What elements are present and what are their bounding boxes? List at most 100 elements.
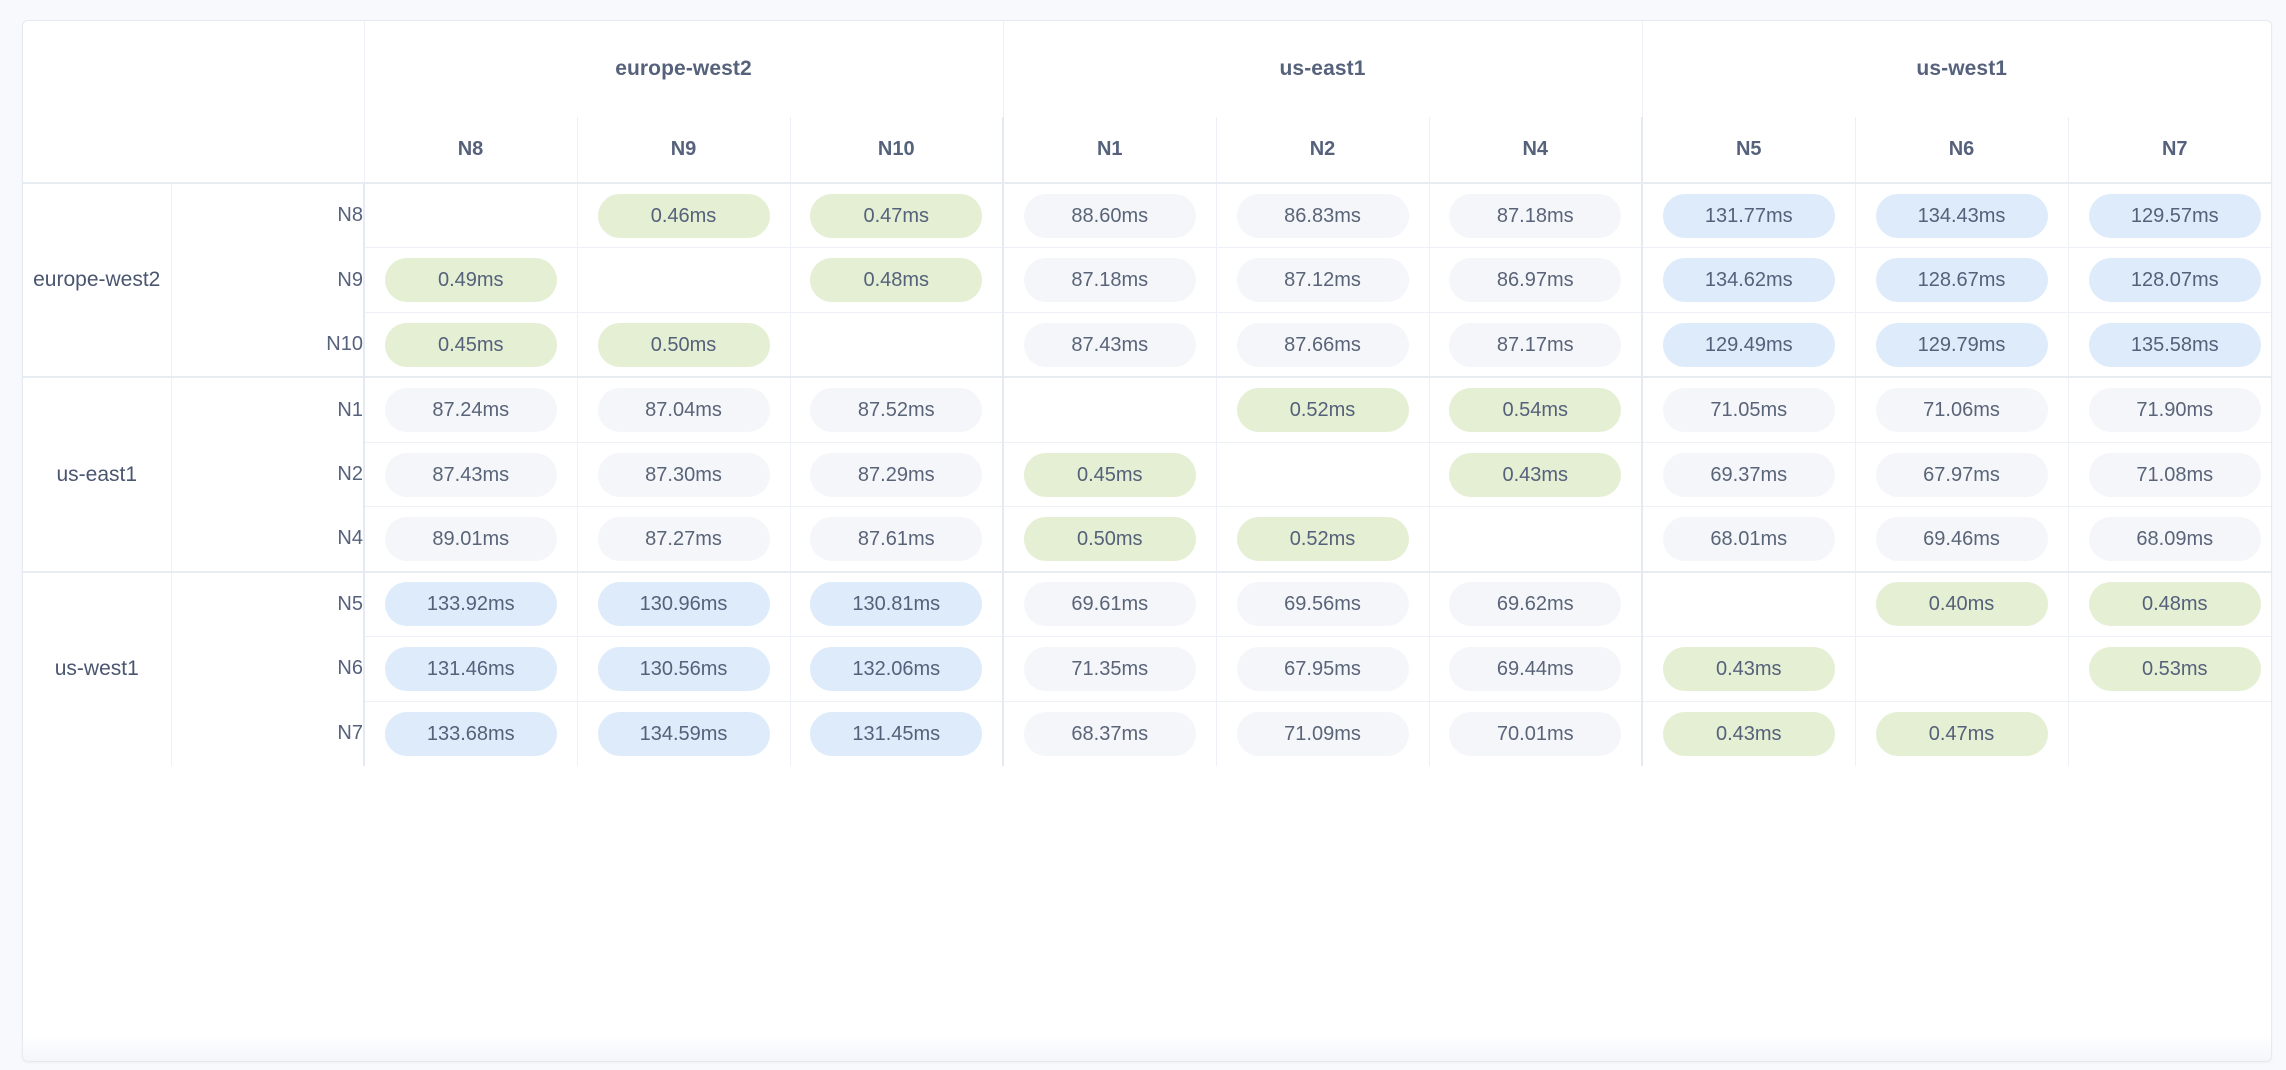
- latency-cell[interactable]: 135.58ms: [2068, 312, 2271, 378]
- latency-cell[interactable]: 69.44ms: [1429, 636, 1644, 702]
- row-group-label-us-east1: us-east1: [23, 376, 172, 572]
- latency-pill-low: 0.52ms: [1236, 388, 1409, 433]
- latency-cell[interactable]: 86.97ms: [1429, 247, 1644, 314]
- latency-pill-mid: 69.56ms: [1236, 582, 1409, 627]
- latency-cell[interactable]: 67.95ms: [1216, 636, 1430, 702]
- latency-cell[interactable]: 131.46ms: [364, 636, 578, 702]
- latency-cell[interactable]: 69.62ms: [1429, 570, 1644, 638]
- latency-cell[interactable]: 87.30ms: [577, 442, 791, 508]
- latency-cell[interactable]: 86.83ms: [1216, 182, 1430, 249]
- latency-cell[interactable]: 0.49ms: [364, 247, 578, 314]
- latency-cell[interactable]: 87.52ms: [790, 376, 1004, 443]
- latency-cell[interactable]: [1855, 636, 2069, 702]
- latency-cell[interactable]: 129.49ms: [1642, 312, 1856, 378]
- latency-cell[interactable]: 87.43ms: [1003, 312, 1217, 378]
- latency-cell[interactable]: 0.43ms: [1642, 701, 1856, 767]
- latency-cell[interactable]: 133.92ms: [364, 570, 578, 638]
- latency-cell[interactable]: 0.48ms: [790, 247, 1004, 314]
- latency-pill-low: 0.45ms: [384, 322, 557, 367]
- latency-pill-high: 134.43ms: [1875, 193, 2048, 238]
- latency-cell[interactable]: 0.50ms: [577, 312, 791, 378]
- latency-cell[interactable]: [1429, 506, 1644, 573]
- latency-cell[interactable]: 0.45ms: [1003, 442, 1217, 508]
- table-row: us-east1 N1 87.24ms 87.04ms 87.52ms 0.52ms 0.5…: [23, 376, 2271, 572]
- latency-cell[interactable]: 129.57ms: [2068, 182, 2271, 249]
- latency-pill-low: 0.48ms: [2088, 582, 2261, 627]
- latency-cell[interactable]: [577, 247, 791, 314]
- latency-cell[interactable]: 134.43ms: [1855, 182, 2069, 249]
- latency-cell[interactable]: 87.12ms: [1216, 247, 1430, 314]
- latency-cell[interactable]: 67.97ms: [1855, 442, 2069, 508]
- latency-cell[interactable]: 87.27ms: [577, 506, 791, 573]
- latency-cell[interactable]: 132.06ms: [790, 636, 1004, 702]
- latency-cell[interactable]: 134.59ms: [577, 701, 791, 767]
- latency-cell[interactable]: 87.66ms: [1216, 312, 1430, 378]
- latency-pill-mid: 71.09ms: [1236, 712, 1409, 757]
- latency-cell[interactable]: 133.68ms: [364, 701, 578, 767]
- latency-cell[interactable]: 131.45ms: [790, 701, 1004, 767]
- latency-cell[interactable]: 0.40ms: [1855, 570, 2069, 638]
- latency-cell[interactable]: 128.07ms: [2068, 247, 2271, 314]
- column-group-us-east1: us-east1: [1003, 21, 1643, 117]
- latency-cell[interactable]: 70.01ms: [1429, 701, 1644, 767]
- node-column-header-row: N8 N9 N10 N1 N2 N4 N5 N6 N7: [23, 117, 2271, 184]
- latency-cell[interactable]: 87.24ms: [364, 376, 578, 443]
- latency-cell[interactable]: 0.53ms: [2068, 636, 2271, 702]
- latency-cell[interactable]: 130.56ms: [577, 636, 791, 702]
- latency-cell[interactable]: 0.47ms: [790, 182, 1004, 249]
- latency-cell[interactable]: 69.61ms: [1003, 570, 1217, 638]
- latency-pill-high: 133.92ms: [384, 582, 557, 627]
- latency-cell[interactable]: 88.60ms: [1003, 182, 1217, 249]
- latency-cell[interactable]: 71.05ms: [1642, 376, 1856, 443]
- latency-cell[interactable]: 71.90ms: [2068, 376, 2271, 443]
- latency-cell[interactable]: 128.67ms: [1855, 247, 2069, 314]
- latency-pill-mid: 87.17ms: [1449, 322, 1622, 367]
- latency-cell[interactable]: 87.04ms: [577, 376, 791, 443]
- latency-cell[interactable]: 0.45ms: [364, 312, 578, 378]
- latency-cell[interactable]: 69.37ms: [1642, 442, 1856, 508]
- latency-cell[interactable]: 0.50ms: [1003, 506, 1217, 573]
- latency-cell[interactable]: 0.54ms: [1429, 376, 1644, 443]
- latency-cell[interactable]: 0.52ms: [1216, 506, 1430, 573]
- latency-cell[interactable]: 89.01ms: [364, 506, 578, 573]
- latency-cell[interactable]: [364, 182, 578, 249]
- latency-cell[interactable]: [1003, 376, 1217, 443]
- column-header-n1: N1: [1003, 117, 1217, 184]
- latency-pill-low: 0.43ms: [1662, 712, 1835, 757]
- latency-cell[interactable]: 71.06ms: [1855, 376, 2069, 443]
- latency-pill-high: 131.45ms: [810, 712, 983, 757]
- latency-cell[interactable]: 0.43ms: [1429, 442, 1644, 508]
- latency-cell[interactable]: 0.46ms: [577, 182, 791, 249]
- latency-cell[interactable]: 69.46ms: [1855, 506, 2069, 573]
- latency-cell[interactable]: 68.37ms: [1003, 701, 1217, 767]
- latency-cell[interactable]: 87.29ms: [790, 442, 1004, 508]
- latency-cell[interactable]: 68.09ms: [2068, 506, 2271, 573]
- latency-cell[interactable]: 130.81ms: [790, 570, 1004, 638]
- latency-cell[interactable]: 69.56ms: [1216, 570, 1430, 638]
- latency-cell[interactable]: 87.17ms: [1429, 312, 1644, 378]
- latency-cell[interactable]: 0.52ms: [1216, 376, 1430, 443]
- latency-cell[interactable]: [2068, 701, 2271, 767]
- latency-cell[interactable]: [1216, 442, 1430, 508]
- latency-cell[interactable]: 71.09ms: [1216, 701, 1430, 767]
- latency-cell[interactable]: 130.96ms: [577, 570, 791, 638]
- latency-cell[interactable]: 131.77ms: [1642, 182, 1856, 249]
- latency-cell[interactable]: 0.43ms: [1642, 636, 1856, 702]
- latency-cell[interactable]: 134.62ms: [1642, 247, 1856, 314]
- latency-cell[interactable]: 68.01ms: [1642, 506, 1856, 573]
- latency-cell[interactable]: [790, 312, 1004, 378]
- latency-cell[interactable]: 87.61ms: [790, 506, 1004, 573]
- latency-cell[interactable]: 129.79ms: [1855, 312, 2069, 378]
- latency-cell[interactable]: 87.43ms: [364, 442, 578, 508]
- column-header-n8: N8: [364, 117, 578, 184]
- latency-pill-mid: 68.09ms: [2088, 517, 2261, 562]
- latency-cell[interactable]: 71.35ms: [1003, 636, 1217, 702]
- latency-cell[interactable]: 87.18ms: [1003, 247, 1217, 314]
- latency-cell[interactable]: 0.48ms: [2068, 570, 2271, 638]
- latency-cell[interactable]: 0.47ms: [1855, 701, 2069, 767]
- latency-pill-high: 128.07ms: [2088, 258, 2261, 303]
- latency-cell[interactable]: 71.08ms: [2068, 442, 2271, 508]
- latency-cell[interactable]: [1642, 570, 1856, 638]
- latency-cell[interactable]: 87.18ms: [1429, 182, 1644, 249]
- row-group-label-europe-west2: europe-west2: [23, 181, 172, 378]
